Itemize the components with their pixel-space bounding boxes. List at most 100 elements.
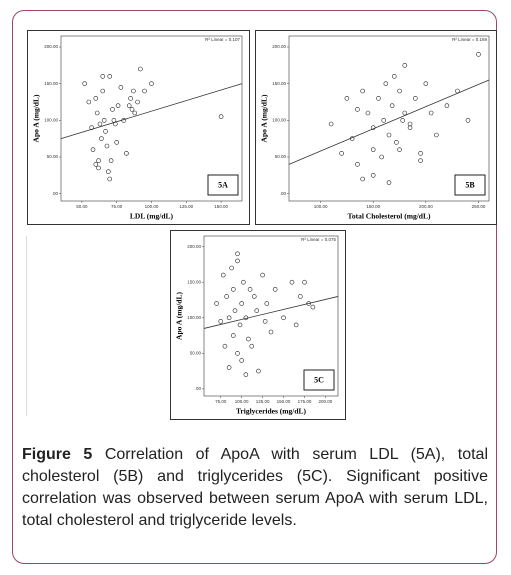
x-tick-label: 150.00 xyxy=(277,399,291,404)
data-point xyxy=(293,322,299,328)
data-point xyxy=(231,287,236,292)
data-point xyxy=(214,301,219,306)
chart-panel: .00 50.00 100.00 150.00 200.00 50.00 75.00 100.… xyxy=(27,30,250,225)
divider xyxy=(26,236,27,416)
data-point xyxy=(262,319,268,324)
panel-label: 5C xyxy=(314,375,324,384)
y-axis-label: Apo A (mg/dL) xyxy=(260,94,269,142)
data-point xyxy=(407,125,413,130)
data-point xyxy=(235,251,240,257)
x-tick-label: 200.00 xyxy=(319,399,333,404)
y-tick-label: 100.00 xyxy=(44,118,58,123)
data-point xyxy=(256,368,261,374)
data-point xyxy=(241,279,246,285)
data-point xyxy=(402,63,408,68)
data-point xyxy=(97,121,103,127)
data-point xyxy=(260,272,265,278)
data-point xyxy=(218,114,224,119)
y-tick-label: 150.00 xyxy=(187,279,201,284)
data-point xyxy=(407,121,413,127)
panel-border xyxy=(27,30,250,225)
data-point xyxy=(268,329,274,335)
data-point xyxy=(107,74,113,79)
data-point xyxy=(96,158,101,163)
x-tick-label: 200.00 xyxy=(419,204,433,209)
data-point xyxy=(108,158,114,163)
data-point xyxy=(129,107,135,112)
y-tick-label: 50.00 xyxy=(47,154,59,159)
data-point xyxy=(239,358,244,363)
data-point xyxy=(103,129,108,134)
data-point xyxy=(306,301,311,306)
data-point xyxy=(231,333,236,338)
y-tick-label: 50.00 xyxy=(190,351,202,356)
y-tick-label: .00 xyxy=(280,191,287,196)
x-tick-label: 150.00 xyxy=(366,204,380,209)
data-point xyxy=(138,66,143,72)
data-point xyxy=(93,162,99,167)
data-point xyxy=(251,294,257,299)
r2-annotation: R² Linear = 0.075 xyxy=(301,237,336,242)
data-point xyxy=(142,88,147,94)
data-point xyxy=(418,151,423,156)
data-point xyxy=(397,88,402,94)
data-point xyxy=(110,107,115,112)
data-point xyxy=(118,85,124,90)
data-point xyxy=(100,74,106,79)
data-point xyxy=(281,315,286,321)
fit-line xyxy=(203,296,339,329)
x-tick-label: 125.00 xyxy=(256,399,270,404)
x-tick-label: 50.00 xyxy=(76,204,88,209)
data-point xyxy=(455,88,460,94)
data-point xyxy=(86,99,92,105)
x-axis-label: Total Cholesterol (mg/dL) xyxy=(348,212,431,221)
data-point xyxy=(226,315,232,321)
panel-border xyxy=(170,230,346,420)
data-point xyxy=(381,118,387,123)
x-tick-label: 125.00 xyxy=(179,204,193,209)
data-point xyxy=(226,365,232,370)
x-tick-label: 250.00 xyxy=(472,204,486,209)
data-point xyxy=(235,351,240,356)
data-point xyxy=(93,96,99,101)
data-point xyxy=(302,279,307,285)
panel-label-box xyxy=(207,174,239,196)
data-point xyxy=(135,99,140,105)
data-point xyxy=(360,176,365,182)
panel-label-box xyxy=(303,369,335,391)
x-tick-label: 150.00 xyxy=(214,204,228,209)
panel-label: 5A xyxy=(218,180,228,189)
data-point xyxy=(360,88,365,94)
y-tick-label: 150.00 xyxy=(44,81,58,86)
x-tick-label: 75.00 xyxy=(215,399,227,404)
x-tick-label: 100.00 xyxy=(235,399,249,404)
y-tick-label: 150.00 xyxy=(272,81,286,86)
data-point xyxy=(264,301,270,306)
panel-label-box xyxy=(454,174,486,196)
data-point xyxy=(126,103,132,108)
panel-label: 5B xyxy=(465,180,475,189)
caption: Figure 5 Correlation of ApoA with serum … xyxy=(22,444,488,532)
data-point xyxy=(131,88,136,94)
data-point xyxy=(237,322,243,328)
data-point xyxy=(89,125,94,130)
data-point xyxy=(239,301,244,306)
data-point xyxy=(344,96,350,101)
data-point xyxy=(465,118,471,123)
y-tick-label: 200.00 xyxy=(44,44,58,49)
fit-line xyxy=(288,79,490,165)
x-tick-label: 100.00 xyxy=(314,204,328,209)
data-point xyxy=(229,265,234,271)
caption-text: Correlation of ApoA with serum LDL (5A),… xyxy=(22,446,489,529)
y-tick-label: .00 xyxy=(52,191,59,196)
y-tick-label: 100.00 xyxy=(187,315,201,320)
x-axis-label: LDL (mg/dL) xyxy=(130,212,174,221)
data-point xyxy=(107,176,113,182)
x-tick-label: 175.00 xyxy=(298,399,312,404)
caption-label: Figure 5 xyxy=(22,446,93,463)
data-point xyxy=(235,258,240,264)
panel-border xyxy=(255,30,497,225)
data-point xyxy=(128,96,133,101)
data-point xyxy=(222,343,228,349)
